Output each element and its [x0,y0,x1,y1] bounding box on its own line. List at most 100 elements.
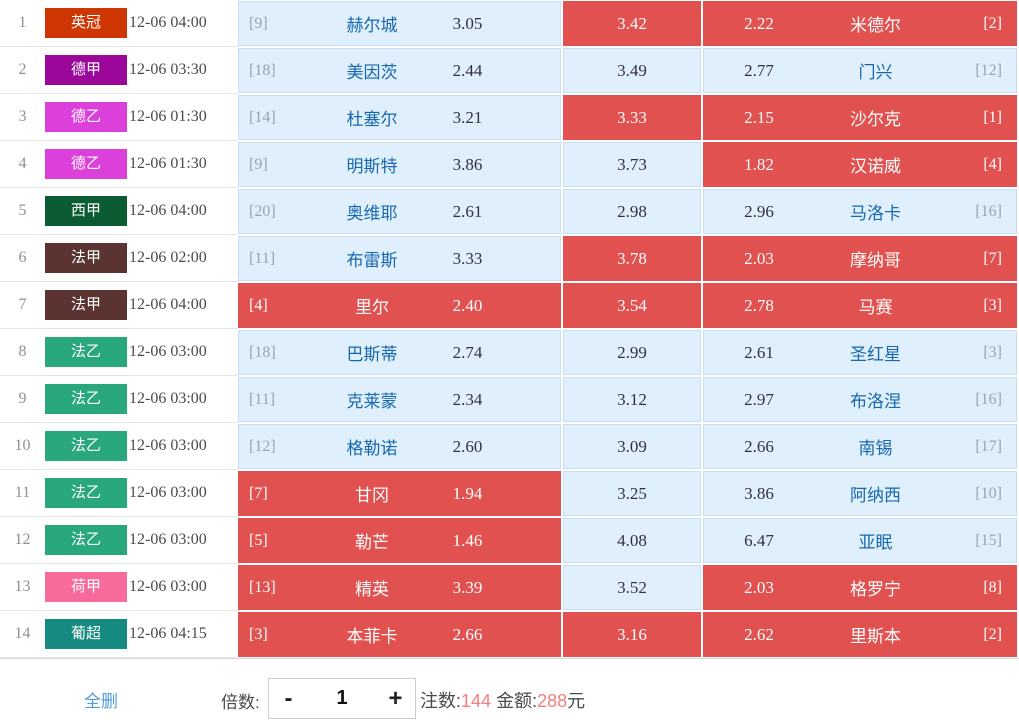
league-cell: 德乙 [45,141,129,188]
away-bet-cell[interactable]: 6.47 亚眠 [15] [703,518,1017,563]
home-bet-cell[interactable]: [7] 甘冈 1.94 [238,471,561,516]
row-number: 8 [0,329,45,376]
away-rank: [3] [983,343,1002,361]
match-time: 12-06 03:30 [129,47,238,94]
away-bet-cell[interactable]: 2.96 马洛卡 [16] [703,189,1017,234]
multiplier-value[interactable]: 1 [308,678,376,719]
draw-bet-cell[interactable]: 2.99 [563,330,701,375]
home-team-name: 甘冈 [355,486,389,505]
away-rank: [10] [975,484,1002,502]
home-bet-cell[interactable]: [9] 赫尔城 3.05 [238,1,561,46]
match-time: 12-06 03:00 [129,517,238,564]
home-bet-cell[interactable]: [12] 格勒诺 2.60 [238,424,561,469]
league-cell: 英冠 [45,0,129,47]
away-bet-cell[interactable]: 2.97 布洛涅 [16] [703,377,1017,422]
draw-bet-cell[interactable]: 4.08 [563,518,701,563]
home-team-name: 本菲卡 [346,627,398,646]
home-odds: 2.66 [452,624,483,644]
away-bet-cell[interactable]: 2.03 摩纳哥 [7] [703,236,1017,281]
home-bet-cell[interactable]: [4] 里尔 2.40 [238,283,561,328]
match-time: 12-06 04:00 [129,188,238,235]
home-bet-cell[interactable]: [3] 本菲卡 2.66 [238,612,561,657]
draw-bet-cell[interactable]: 3.73 [563,142,701,187]
home-bet-cell[interactable]: [11] 布雷斯 3.33 [238,236,561,281]
home-bet-cell[interactable]: [18] 巴斯蒂 2.74 [238,330,561,375]
home-odds: 1.46 [452,530,483,550]
match-row: 10 法乙 12-06 03:00 [12] 格勒诺 2.60 3.09 2.6… [0,423,1019,470]
row-number: 7 [0,282,45,329]
away-rank: [16] [975,202,1002,220]
away-bet-cell[interactable]: 2.03 格罗宁 [8] [703,565,1017,610]
away-bet-cell[interactable]: 2.15 沙尔克 [1] [703,95,1017,140]
away-bet-cell[interactable]: 2.78 马赛 [3] [703,283,1017,328]
league-badge: 西甲 [45,196,127,226]
draw-bet-cell[interactable]: 3.25 [563,471,701,516]
home-rank: [5] [249,531,268,549]
row-number: 3 [0,94,45,141]
away-bet-cell[interactable]: 2.77 门兴 [12] [703,48,1017,93]
away-team-name: 汉诺威 [850,157,901,176]
league-cell: 法甲 [45,235,129,282]
league-badge: 德甲 [45,55,127,85]
home-team-name: 布雷斯 [346,251,398,270]
multiplier-increase-button[interactable]: + [376,678,416,719]
home-odds: 3.05 [452,13,483,33]
away-rank: [15] [975,531,1002,549]
delete-all-button[interactable]: 全删 [84,692,118,711]
away-bet-cell[interactable]: 2.22 米德尔 [2] [703,1,1017,46]
home-odds: 3.21 [452,107,483,127]
match-time: 12-06 04:00 [129,282,238,329]
draw-bet-cell[interactable]: 3.54 [563,283,701,328]
away-odds: 2.61 [744,342,774,362]
league-badge: 英冠 [45,8,127,38]
draw-bet-cell[interactable]: 3.12 [563,377,701,422]
league-badge: 法甲 [45,290,127,320]
draw-odds: 3.49 [617,60,647,80]
amount-label: 金额: [496,691,538,711]
league-badge: 荷甲 [45,572,127,602]
away-team-name: 沙尔克 [850,110,901,129]
league-cell: 德甲 [45,47,129,94]
home-bet-cell[interactable]: [5] 勒芒 1.46 [238,518,561,563]
multiplier-decrease-button[interactable]: - [268,678,308,719]
match-time: 12-06 04:15 [129,611,238,658]
away-bet-cell[interactable]: 2.62 里斯本 [2] [703,612,1017,657]
home-bet-cell[interactable]: [9] 明斯特 3.86 [238,142,561,187]
home-bet-cell[interactable]: [14] 杜塞尔 3.21 [238,95,561,140]
draw-bet-cell[interactable]: 2.98 [563,189,701,234]
away-bet-cell[interactable]: 2.66 南锡 [17] [703,424,1017,469]
away-bet-cell[interactable]: 3.86 阿纳西 [10] [703,471,1017,516]
bet-slip-footer: 全删 倍数: - 1 + 注数:144 金额:288元 [0,659,1019,720]
draw-bet-cell[interactable]: 3.33 [563,95,701,140]
league-badge: 德乙 [45,149,127,179]
draw-bet-cell[interactable]: 3.49 [563,48,701,93]
away-odds: 1.82 [744,154,774,174]
draw-bet-cell[interactable]: 3.42 [563,1,701,46]
home-bet-cell[interactable]: [13] 精英 3.39 [238,565,561,610]
match-row: 4 德乙 12-06 01:30 [9] 明斯特 3.86 3.73 1.82 … [0,141,1019,188]
draw-bet-cell[interactable]: 3.52 [563,565,701,610]
draw-bet-cell[interactable]: 3.78 [563,236,701,281]
away-odds: 2.78 [744,295,774,315]
away-odds: 2.77 [744,60,774,80]
draw-bet-cell[interactable]: 3.09 [563,424,701,469]
draw-odds: 3.12 [617,389,647,409]
away-odds: 6.47 [744,530,774,550]
home-rank: [9] [249,155,268,173]
bet-summary: 注数:144 金额:288元 [420,687,585,713]
away-odds: 2.62 [744,624,774,644]
match-time: 12-06 03:00 [129,329,238,376]
home-bet-cell[interactable]: [18] 美因茨 2.44 [238,48,561,93]
home-bet-cell[interactable]: [11] 克莱蒙 2.34 [238,377,561,422]
away-bet-cell[interactable]: 1.82 汉诺威 [4] [703,142,1017,187]
home-rank: [14] [249,108,276,126]
home-bet-cell[interactable]: [20] 奥维耶 2.61 [238,189,561,234]
row-number: 13 [0,564,45,611]
league-cell: 葡超 [45,611,129,658]
draw-bet-cell[interactable]: 3.16 [563,612,701,657]
away-team-name: 马洛卡 [850,204,901,223]
away-bet-cell[interactable]: 2.61 圣红星 [3] [703,330,1017,375]
row-number: 12 [0,517,45,564]
home-team-name: 赫尔城 [346,16,398,35]
league-cell: 西甲 [45,188,129,235]
